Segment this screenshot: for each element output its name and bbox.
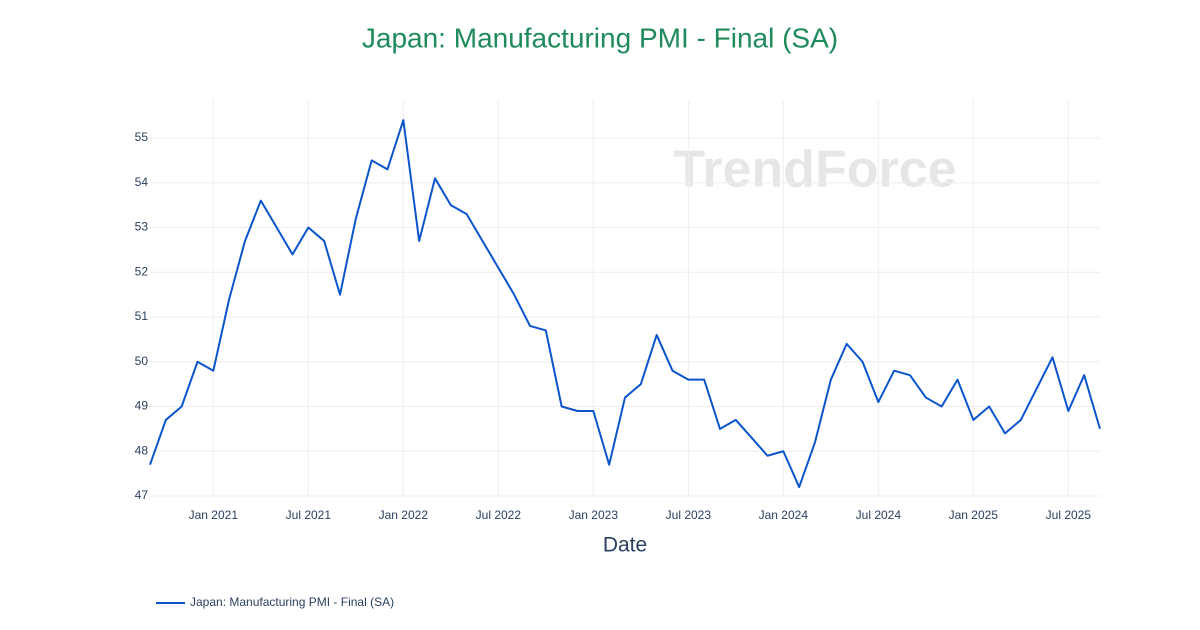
chart-title: Japan: Manufacturing PMI - Final (SA) (362, 22, 838, 53)
x-tick-label: Jul 2023 (666, 508, 712, 522)
x-tick-label: Jul 2022 (476, 508, 522, 522)
legend-label: Japan: Manufacturing PMI - Final (SA) (190, 595, 394, 609)
x-tick-label: Jan 2025 (949, 508, 999, 522)
y-tick-label: 50 (135, 354, 149, 368)
y-tick-label: 55 (135, 130, 149, 144)
data-line (149, 119, 1101, 489)
x-tick-label: Jan 2022 (379, 508, 429, 522)
y-tick-label: 48 (135, 443, 149, 457)
x-axis-title: Date (603, 534, 647, 557)
x-tick-label: Jan 2021 (189, 508, 239, 522)
x-tick-label: Jul 2025 (1046, 508, 1092, 522)
x-tick-label: Jan 2023 (569, 508, 619, 522)
y-tick-label: 52 (135, 264, 149, 278)
x-tick-label: Jan 2024 (759, 508, 809, 522)
y-tick-label: 51 (135, 309, 149, 323)
y-tick-label: 54 (135, 175, 149, 189)
watermark: TrendForce (673, 141, 956, 199)
y-tick-label: 47 (135, 488, 149, 502)
x-tick-label: Jul 2024 (856, 508, 902, 522)
y-tick-label: 53 (135, 220, 149, 234)
y-tick-label: 49 (135, 399, 149, 413)
x-tick-label: Jul 2021 (286, 508, 332, 522)
